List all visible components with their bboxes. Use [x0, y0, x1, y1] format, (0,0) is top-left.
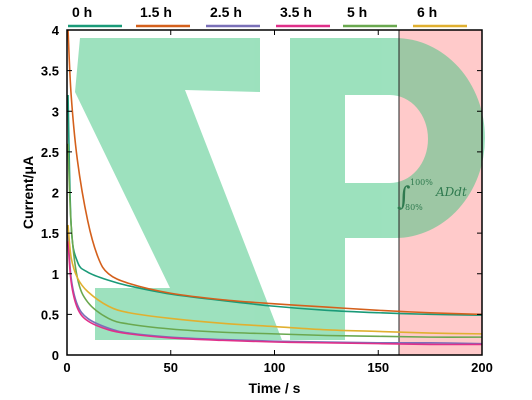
legend-label: 1.5 h	[140, 4, 172, 20]
integral-expression: ADdt	[435, 185, 467, 199]
legend-label: 0 h	[72, 4, 92, 20]
legend-label: 2.5 h	[210, 4, 242, 20]
series-layer	[67, 29, 483, 346]
integral-upper-limit: 100%	[410, 178, 433, 187]
y-tick-label: 2	[52, 186, 59, 201]
ticks-layer: 0 50 100 150 200 0 0.5 1 1.5 2 2.5 3 3.5 4	[41, 23, 493, 375]
series-line-3-5-h	[67, 241, 483, 346]
y-tick-label: 4	[52, 23, 60, 38]
x-tick-label: 200	[471, 360, 493, 375]
y-tick-label: 3	[52, 104, 59, 119]
y-tick-label: 3.5	[41, 64, 59, 79]
integral-lower-limit: 80%	[405, 203, 423, 212]
y-tick-label: 1.5	[41, 226, 59, 241]
legend-label: 5 h	[347, 4, 367, 20]
y-tick-label: 0.5	[41, 307, 59, 322]
series-line-0-h	[67, 94, 483, 316]
integral-sign: ∫	[397, 182, 411, 212]
series-line-1-5-h	[67, 29, 483, 316]
integral-annotation: ∫ 100% 80% ADdt	[397, 178, 467, 212]
x-tick-label: 100	[264, 360, 286, 375]
series-line-2-5-h	[67, 233, 483, 345]
x-tick-label: 50	[164, 360, 178, 375]
x-tick-label: 150	[367, 360, 389, 375]
y-tick-label: 0	[52, 348, 59, 363]
legend-label: 3.5 h	[280, 4, 312, 20]
y-axis-title: Current/μA	[20, 156, 36, 229]
legend-label: 6 h	[417, 4, 437, 20]
x-tick-label: 0	[63, 360, 70, 375]
watermark-logo	[75, 38, 485, 340]
x-axis-title: Time / s	[249, 380, 301, 396]
y-tick-label: 2.5	[41, 145, 59, 160]
series-line-6-h	[67, 224, 483, 335]
y-tick-label: 1	[52, 267, 59, 282]
legend: 0 h 1.5 h 2.5 h 3.5 h 5 h 6 h	[68, 4, 467, 28]
